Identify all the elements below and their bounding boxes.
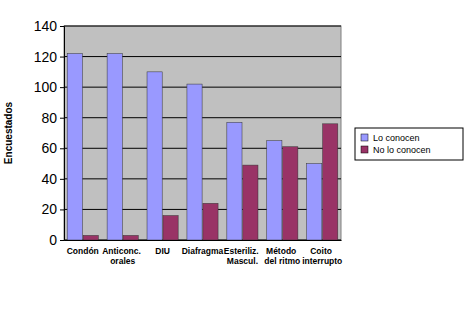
bar	[307, 164, 322, 240]
x-tick: Coito interrupto	[302, 240, 342, 266]
x-tick-label-line: interrupto	[302, 256, 342, 266]
y-tick: 140	[34, 18, 64, 34]
bar	[67, 54, 82, 240]
grid-line	[64, 87, 341, 88]
series	[83, 124, 338, 240]
plot-background	[64, 26, 341, 240]
legend-label: Lo conocen	[373, 133, 420, 143]
x-tick-label: Esteriliz. Mascul.	[224, 246, 261, 266]
y-tick: 60	[41, 140, 64, 156]
y-tick-label: 60	[41, 140, 57, 156]
y-tick: 120	[34, 49, 64, 65]
x-tick: Anticonc. orales	[102, 240, 143, 266]
bar	[323, 124, 338, 240]
y-axis-title: Encuestados	[3, 101, 14, 164]
bar	[243, 165, 258, 240]
x-tick-label: DIU	[155, 246, 170, 256]
y-axis-line	[60, 27, 65, 241]
legend-box	[355, 128, 463, 160]
legend: Lo conocen No lo conocen	[355, 128, 463, 160]
x-tick: Condón	[67, 240, 99, 256]
x-tick-label-line: del ritmo	[264, 256, 300, 266]
grid-line	[64, 148, 341, 149]
bar	[123, 235, 138, 240]
x-tick-label: Anticonc. orales	[102, 246, 143, 266]
grid-line	[64, 240, 341, 241]
y-tick: 80	[41, 110, 64, 126]
y-tick-mark	[60, 87, 64, 88]
x-tick-label: Diafragma	[182, 246, 224, 256]
x-tick-label-line: Mascul.	[227, 256, 258, 266]
plot: 0 20 40 60 80 100 120 140 CondónAnticonc. orales…	[34, 18, 343, 266]
grid-line	[64, 26, 341, 27]
x-tick-label-line: Método	[266, 246, 299, 256]
x-tick-label-line: orales	[110, 256, 135, 266]
x-tick: DIU	[155, 240, 170, 256]
legend-item: No lo conocen	[361, 145, 431, 155]
y-tick-label: 100	[34, 79, 58, 95]
bar	[267, 141, 282, 240]
grid-line	[64, 209, 341, 210]
x-axis-line	[65, 240, 342, 241]
x-tick: Diafragma	[182, 240, 224, 256]
x-tick-label-line: Anticonc.	[102, 246, 143, 256]
x-tick-label-line: Coito	[310, 246, 334, 256]
y-tick: 40	[41, 171, 64, 187]
x-tick-label-line: DIU	[155, 246, 170, 256]
bar	[203, 203, 218, 240]
y-axis: 0 20 40 60 80 100 120 140	[34, 18, 65, 248]
x-axis: CondónAnticonc. orales DIU DiafragmaEsteri…	[65, 240, 343, 266]
bar	[107, 54, 122, 240]
x-tick: Método del ritmo	[264, 240, 300, 266]
y-tick-mark	[60, 57, 64, 58]
bar	[83, 235, 98, 240]
y-tick-mark	[60, 26, 64, 27]
bars	[67, 54, 338, 240]
y-tick-mark	[60, 209, 64, 210]
y-tick-mark	[60, 240, 64, 241]
legend-label: No lo conocen	[373, 145, 431, 155]
y-tick-label: 140	[34, 18, 58, 34]
legend-swatch	[361, 134, 368, 141]
x-tick-label: Condón	[67, 246, 99, 256]
grid-line	[64, 56, 341, 57]
grid	[64, 26, 341, 240]
x-tick-label: Método del ritmo	[264, 246, 300, 266]
bar	[283, 147, 298, 240]
bar	[187, 84, 202, 240]
legend-swatch	[361, 146, 368, 153]
bar	[147, 72, 162, 240]
y-tick-label: 20	[41, 201, 57, 217]
x-tick: Esteriliz. Mascul.	[224, 240, 261, 266]
y-tick: 0	[49, 232, 64, 248]
y-tick-mark	[60, 179, 64, 180]
y-tick: 100	[34, 79, 64, 95]
grid-line	[64, 117, 341, 118]
y-tick-label: 0	[49, 232, 57, 248]
x-tick-label-line: Diafragma	[182, 246, 224, 256]
x-tick-label-line: Esteriliz.	[224, 246, 261, 256]
y-tick-label: 40	[41, 171, 57, 187]
grid-line	[64, 178, 341, 179]
y-tick-mark	[60, 148, 64, 149]
bar	[227, 122, 242, 240]
y-tick: 20	[41, 201, 64, 217]
chart: 0 20 40 60 80 100 120 140 CondónAnticonc. orales…	[0, 0, 469, 312]
y-tick-label: 80	[41, 110, 57, 126]
series	[67, 54, 322, 240]
y-tick-mark	[60, 118, 64, 119]
bar	[163, 216, 178, 240]
y-tick-label: 120	[34, 49, 58, 65]
x-tick-label: Coito interrupto	[302, 246, 342, 266]
legend-item: Lo conocen	[361, 133, 420, 143]
x-tick-label-line: Condón	[67, 246, 99, 256]
